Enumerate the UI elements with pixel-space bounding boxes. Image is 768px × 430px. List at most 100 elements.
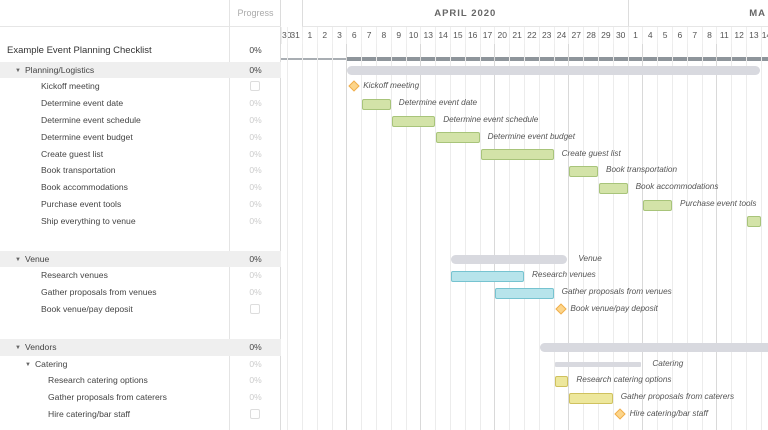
day-header[interactable]: 23 <box>538 27 554 44</box>
task-name[interactable]: Book transportation <box>41 162 116 179</box>
task-bar[interactable] <box>747 216 761 228</box>
task-name[interactable]: Research venues <box>41 267 108 284</box>
task-row[interactable]: Kickoff meeting Kickoff meeting <box>0 78 768 95</box>
task-name[interactable]: ▼ Planning/Logistics <box>15 62 94 80</box>
group-row[interactable]: ▼ Catering 0% Catering <box>0 356 768 373</box>
task-name[interactable]: Book venue/pay deposit <box>41 301 133 318</box>
day-header[interactable]: 21 <box>509 27 524 44</box>
task-row[interactable]: Gather proposals from venues 0% Gather pro… <box>0 284 768 301</box>
task-name[interactable]: Create guest list <box>41 146 103 163</box>
milestone-diamond[interactable] <box>348 80 360 93</box>
day-header[interactable]: 7 <box>686 27 702 44</box>
day-header[interactable]: 22 <box>524 27 539 44</box>
day-header[interactable]: 27 <box>568 27 583 44</box>
task-name[interactable]: Hire catering/bar staff <box>48 406 130 423</box>
task-bar[interactable] <box>554 375 569 387</box>
task-bar[interactable] <box>480 149 554 161</box>
task-name[interactable]: Example Event Planning Checklist <box>7 40 152 62</box>
collapse-toggle-icon[interactable]: ▼ <box>25 361 31 368</box>
task-row[interactable]: Determine event schedule 0% Determine even… <box>0 112 768 129</box>
project-summary-bar[interactable] <box>346 57 768 61</box>
task-row[interactable]: Determine event budget 0% Determine event … <box>0 129 768 146</box>
day-header[interactable]: 1 <box>627 27 643 44</box>
day-header[interactable]: 17 <box>479 27 495 44</box>
summary-bar[interactable] <box>347 65 760 75</box>
task-name[interactable]: ▼ Venue <box>15 251 49 269</box>
task-row[interactable]: Research venues 0% Research venues <box>0 267 768 284</box>
day-header[interactable]: 28 <box>583 27 598 44</box>
task-name[interactable]: Determine event budget <box>41 129 133 146</box>
day-header[interactable]: 31 <box>287 27 302 44</box>
task-bar[interactable] <box>495 287 554 299</box>
summary-bar[interactable] <box>539 342 768 352</box>
task-row[interactable]: Purchase event tools 0% Purchase event too… <box>0 196 768 213</box>
task-bar[interactable] <box>643 199 672 211</box>
task-bar[interactable] <box>391 115 436 127</box>
task-bar[interactable] <box>599 182 628 194</box>
collapse-toggle-icon[interactable]: ▼ <box>15 256 21 263</box>
group-row[interactable]: ▼ Vendors 0% <box>0 338 768 357</box>
day-header[interactable]: 15 <box>450 27 465 44</box>
complete-checkbox[interactable] <box>250 409 260 419</box>
group-row[interactable]: ▼ Venue 0% Venue <box>0 250 768 269</box>
day-header[interactable]: 30 <box>612 27 628 44</box>
summary-bar[interactable] <box>554 361 642 367</box>
day-header[interactable]: 14 <box>760 27 768 44</box>
collapse-toggle-icon[interactable]: ▼ <box>15 344 21 351</box>
task-row[interactable]: Book transportation 0% Book transportation <box>0 162 768 179</box>
task-row[interactable]: Research catering options 0% Research cate… <box>0 372 768 389</box>
milestone-diamond[interactable] <box>555 303 567 315</box>
task-bar[interactable] <box>451 270 524 282</box>
day-header[interactable]: 10 <box>405 27 421 44</box>
day-header[interactable]: 13 <box>420 27 435 44</box>
day-header[interactable]: 16 <box>464 27 480 44</box>
complete-checkbox[interactable] <box>250 81 260 92</box>
task-row[interactable]: Book accommodations 0% Book accommodations <box>0 179 768 196</box>
day-header[interactable]: 29 <box>598 27 613 44</box>
day-header[interactable]: 6 <box>672 27 687 44</box>
task-bar[interactable] <box>436 132 480 144</box>
day-header[interactable]: 6 <box>346 27 361 44</box>
task-name[interactable]: Research catering options <box>48 372 148 389</box>
task-name[interactable]: Determine event schedule <box>41 112 141 129</box>
day-header[interactable]: 11 <box>716 27 731 44</box>
task-row[interactable]: Determine event date 0% Determine event da… <box>0 95 768 112</box>
day-header[interactable]: 7 <box>361 27 376 44</box>
milestone-diamond[interactable] <box>614 408 626 420</box>
task-row[interactable]: Ship everything to venue 0% <box>0 213 768 230</box>
day-header[interactable]: 12 <box>731 27 746 44</box>
task-row[interactable]: Create guest list 0% Create guest list <box>0 146 768 163</box>
task-row[interactable]: Hire catering/bar staff Hire catering/bar… <box>0 406 768 423</box>
day-header[interactable]: 14 <box>435 27 450 44</box>
day-header[interactable]: 4 <box>642 27 657 44</box>
collapse-toggle-icon[interactable]: ▼ <box>15 67 21 74</box>
day-header[interactable]: 3 <box>331 27 347 44</box>
day-header[interactable]: 13 <box>746 27 761 44</box>
day-header[interactable]: 8 <box>701 27 717 44</box>
task-name[interactable]: Ship everything to venue <box>41 213 136 230</box>
task-name[interactable]: Purchase event tools <box>41 196 121 213</box>
summary-bar[interactable] <box>451 254 568 264</box>
day-header[interactable]: 30 <box>281 27 291 44</box>
complete-checkbox[interactable] <box>250 304 260 314</box>
task-name[interactable]: Gather proposals from venues <box>41 284 157 301</box>
group-row[interactable]: ▼ Planning/Logistics 0% <box>0 61 768 80</box>
task-name[interactable]: ▼ Vendors <box>15 339 57 357</box>
project-row[interactable]: Example Event Planning Checklist 0% <box>0 40 768 62</box>
day-header[interactable]: 9 <box>390 27 406 44</box>
task-name[interactable]: Gather proposals from caterers <box>48 389 167 406</box>
task-row[interactable]: Gather proposals from caterers 0% Gather p… <box>0 389 768 406</box>
task-row[interactable]: Book venue/pay deposit Book venue/pay dep… <box>0 301 768 318</box>
task-bar[interactable] <box>569 392 613 404</box>
day-header[interactable]: 8 <box>376 27 391 44</box>
task-bar[interactable] <box>362 98 391 110</box>
task-name[interactable]: ▼ Catering <box>25 356 67 374</box>
day-header[interactable]: 2 <box>316 27 332 44</box>
task-name[interactable]: Book accommodations <box>41 179 128 196</box>
gantt-timeline[interactable]: APRIL 2020 MA 30 31 1 2 3 6 7 8 9 10 13 14 15 16 17 20 21 2… <box>281 0 768 430</box>
day-header[interactable]: 20 <box>494 27 509 44</box>
task-name[interactable]: Determine event date <box>41 95 123 112</box>
day-header[interactable]: 5 <box>657 27 672 44</box>
task-name[interactable]: Kickoff meeting <box>41 78 100 95</box>
day-header[interactable]: 24 <box>553 27 569 44</box>
